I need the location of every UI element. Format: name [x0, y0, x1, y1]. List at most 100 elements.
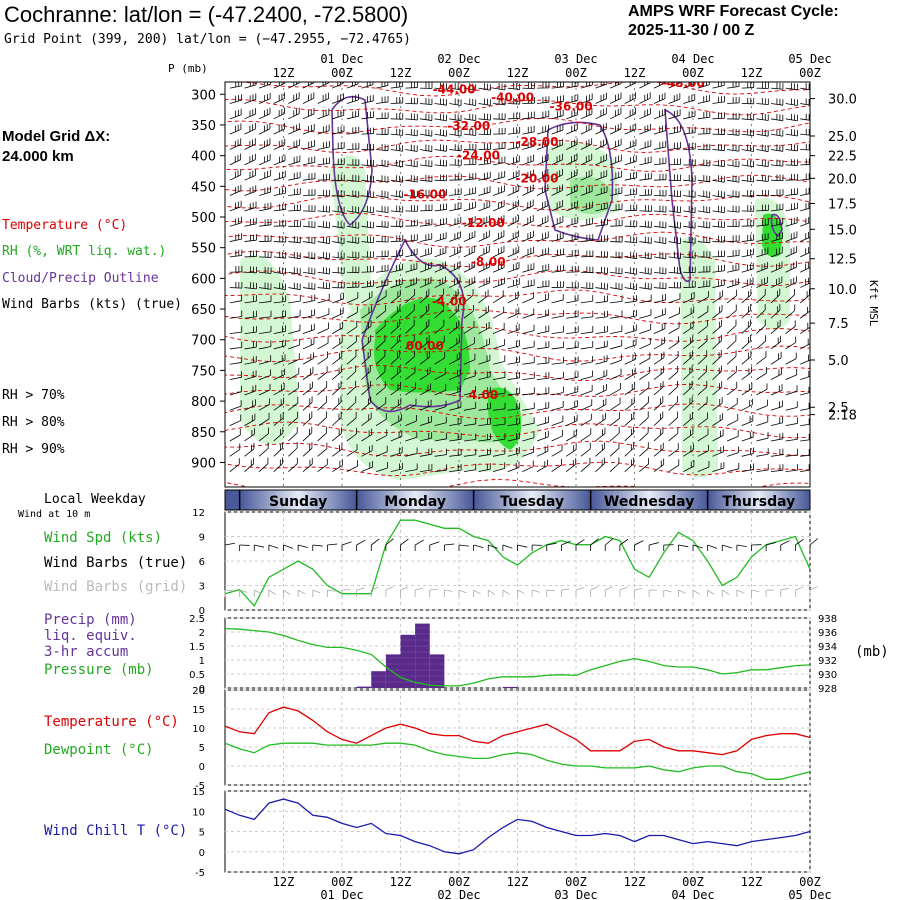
wind-barb — [449, 113, 462, 122]
wind-barb — [697, 280, 711, 288]
wind-barb — [405, 248, 418, 258]
wind-barb — [727, 144, 740, 152]
wind-barb — [507, 323, 520, 334]
wind-barb — [800, 173, 810, 181]
wind-barb — [536, 401, 550, 411]
wind-barb — [551, 371, 564, 381]
wind-barb — [434, 129, 447, 137]
isotherm-line-6 — [225, 194, 810, 211]
wind-barb — [273, 170, 286, 181]
wind-barb — [229, 356, 243, 365]
wind-barb — [536, 215, 549, 227]
wind-barb — [741, 319, 751, 334]
legend-rh: RH (%, WRT liq. wat.) — [2, 244, 167, 259]
wind-barb — [258, 457, 269, 472]
forecast-cycle-label: AMPS WRF Forecast Cycle: — [628, 3, 839, 20]
wind-barb — [493, 447, 506, 457]
wind-barb — [770, 319, 781, 334]
wind-barb — [712, 220, 725, 228]
wind-barb — [317, 173, 331, 181]
wind-barb — [302, 282, 316, 290]
precip-bar — [400, 634, 416, 688]
wind-barb — [609, 397, 621, 411]
wind-barb — [478, 261, 490, 273]
wind-barb — [229, 265, 243, 273]
wind-barb — [405, 431, 418, 442]
wind-barb — [346, 380, 357, 396]
wind-barb — [653, 366, 664, 380]
wind-barb — [302, 123, 315, 135]
true-wind-barb — [780, 540, 790, 551]
grid-wind-barb — [283, 589, 291, 597]
wind-barb — [302, 294, 316, 304]
wind-barb — [288, 324, 301, 334]
wind-barb — [258, 412, 270, 426]
wind-barb — [624, 282, 637, 291]
wind-barb — [331, 365, 342, 380]
grid-wind-barb — [575, 587, 584, 597]
wind-barb — [522, 199, 534, 212]
wind-barb — [507, 184, 520, 196]
wind-barb — [229, 94, 242, 104]
wind-barb — [302, 156, 316, 166]
wind-barb — [697, 291, 709, 304]
wind-barb — [712, 82, 725, 89]
wind-barb — [434, 246, 447, 258]
wind-barb — [551, 325, 564, 334]
wind-barb — [229, 341, 243, 350]
wind-barb — [492, 290, 504, 304]
wind-barb — [361, 305, 372, 319]
wind-barb — [727, 235, 740, 242]
wind-barb — [785, 98, 798, 106]
isotherm-label: -40.00 — [491, 90, 534, 104]
wind-barb — [434, 400, 447, 411]
wind-barb — [522, 460, 534, 473]
wind-barb — [712, 159, 725, 167]
wind-barb — [419, 432, 433, 442]
wind-barb — [580, 384, 593, 396]
true-wind-barb — [619, 538, 629, 551]
wind-barb — [390, 397, 402, 411]
wind-barb — [405, 350, 415, 365]
wind-barb — [405, 289, 415, 304]
wind-barb — [653, 140, 667, 150]
bottom-date-label: 01 Dec — [320, 888, 363, 900]
true-wind-barb — [283, 544, 294, 551]
wind-barb — [770, 174, 784, 182]
wind-barb — [302, 236, 316, 244]
wind-barb — [624, 107, 636, 120]
wind-barb — [800, 113, 810, 121]
wind-barb — [302, 323, 315, 334]
wind-barb — [683, 443, 694, 457]
wind-barb — [390, 414, 402, 426]
wind-barb — [741, 398, 753, 411]
wind-barb — [478, 463, 491, 473]
wind-barb — [668, 321, 680, 334]
wind-barb — [580, 399, 593, 411]
wind-barb — [610, 295, 623, 304]
wind-barb — [463, 187, 477, 196]
wind-barb — [492, 245, 505, 258]
legend-wind-barbs: Wind Barbs (kts) (true) — [2, 297, 183, 312]
wind-barb — [697, 365, 708, 380]
true-wind-barb — [531, 544, 543, 551]
wind-barb — [580, 250, 594, 258]
wind-barb — [244, 295, 257, 304]
wind-barb — [668, 427, 679, 442]
wind-barb — [244, 82, 257, 89]
wind-barb — [668, 174, 682, 182]
wind-barb — [741, 129, 755, 137]
wind-barb — [273, 442, 283, 457]
wind-barb — [288, 236, 301, 244]
wind-barb — [375, 304, 387, 319]
wind-barb — [697, 143, 711, 151]
wind-barb — [682, 396, 693, 411]
bottom-time-tick: 12Z — [507, 875, 529, 889]
wind-barb — [800, 231, 810, 242]
wind-barb — [507, 112, 521, 120]
wind-barb — [595, 154, 607, 166]
wind-barb — [317, 351, 328, 365]
true-wind-barb — [736, 544, 747, 551]
wind-barb — [463, 369, 476, 380]
wind-barb — [390, 430, 403, 442]
